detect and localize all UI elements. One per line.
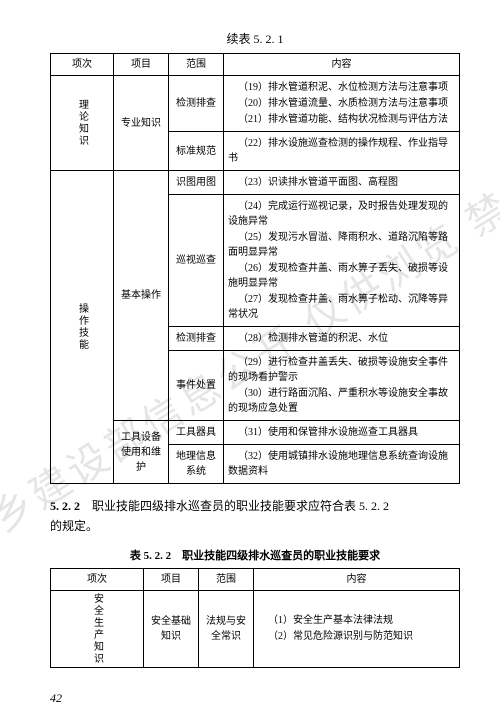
hdr-item: 项目: [144, 568, 199, 590]
sub-tools: 工具设备使用和维护: [114, 421, 169, 484]
hdr-axis: 项次: [51, 568, 144, 590]
hdr-scope: 范围: [199, 568, 254, 590]
item: （31）使用和保管排水设施巡查工具器具: [228, 425, 455, 440]
item: （30）进行路面沉陷、严重积水等设施安全事故的现场应急处置: [228, 386, 455, 416]
table-row: 操作技能 基本操作 识图用图 （23）识读排水管道平面图、高程图: [51, 171, 460, 195]
table-5-2-2: 项次 项目 范围 内容 安全生产知识 安全基础知识 法规与安全常识 （1）安全生…: [50, 568, 460, 668]
item: （27）发现检查井盖、雨水箅子松动、沉降等异常状况: [228, 292, 455, 322]
item: （19）排水管道积泥、水位检测方法与注意事项: [228, 80, 455, 95]
content-cell: （23）识读排水管道平面图、高程图: [224, 171, 460, 195]
continuation-title: 续表 5. 2. 1: [50, 30, 460, 47]
item: （22）排水设施巡查检测的操作规程、作业指导书: [228, 136, 455, 166]
page-number: 42: [50, 691, 62, 706]
scope-cell: 巡视巡查: [169, 195, 224, 327]
hdr-scope: 范围: [169, 54, 224, 76]
table-row: 安全生产知识 安全基础知识 法规与安全常识 （1）安全生产基本法律法规 （2）常…: [51, 590, 460, 667]
scope-cell: 检测排查: [169, 327, 224, 351]
sub-safety-basic: 安全基础知识: [144, 590, 199, 667]
hdr-axis: 项次: [51, 54, 114, 76]
item: （25）发现污水冒溢、降雨积水、道路沉陷等路面明显异常: [228, 230, 455, 260]
sub-basic-op: 基本操作: [114, 171, 169, 421]
item: （23）识读排水管道平面图、高程图: [228, 175, 455, 190]
content-cell: （19）排水管道积泥、水位检测方法与注意事项 （20）排水管道流量、水质检测方法…: [224, 76, 460, 132]
content-cell: （29）进行检查井盖丢失、破损等设施安全事件的现场看护警示 （30）进行路面沉陷…: [224, 351, 460, 421]
scope-cell: 工具器具: [169, 421, 224, 445]
scope-cell: 识图用图: [169, 171, 224, 195]
scope-cell: 标准规范: [169, 132, 224, 171]
scope-cell: 法规与安全常识: [199, 590, 254, 667]
item: （21）排水管道功能、结构状况检测与评估方法: [228, 112, 455, 127]
content-cell: （28）检测排水管道的积泥、水位: [224, 327, 460, 351]
axis-theory: 理论知识: [51, 76, 114, 171]
table-5-2-2-title: 表 5. 2. 2 职业技能四级排水巡查员的职业技能要求: [50, 547, 460, 563]
item: （28）检测排水管道的积泥、水位: [228, 331, 455, 346]
section-number: 5. 2. 2: [50, 499, 80, 513]
hdr-item: 项目: [114, 54, 169, 76]
table-header-row: 项次 项目 范围 内容: [51, 54, 460, 76]
scope-cell: 地理信息系统: [169, 445, 224, 484]
hdr-content: 内容: [224, 54, 460, 76]
table-5-2-1: 项次 项目 范围 内容 理论知识 专业知识 检测排查 （19）排水管道积泥、水位…: [50, 53, 460, 484]
item: （24）完成运行巡视记录，及时报告处理发现的设施异常: [228, 199, 455, 229]
section-body-a: 职业技能四级排水巡查员的职业技能要求应符合表 5. 2. 2: [92, 499, 389, 513]
axis-safety: 安全生产知识: [51, 590, 144, 667]
item: （20）排水管道流量、水质检测方法与注意事项: [228, 96, 455, 111]
item: （32）使用城镇排水设施地理信息系统查询设施数据资料: [228, 449, 455, 479]
section-body-b: 的规定。: [50, 519, 98, 533]
table-row: 理论知识 专业知识 检测排查 （19）排水管道积泥、水位检测方法与注意事项 （2…: [51, 76, 460, 132]
scope-cell: 事件处置: [169, 351, 224, 421]
content-cell: （1）安全生产基本法律法规 （2）常见危险源识别与防范知识: [254, 590, 460, 667]
document-page: 续表 5. 2. 1 项次 项目 范围 内容 理论知识 专业知识 检测排查 （1…: [0, 0, 500, 688]
table-header-row: 项次 项目 范围 内容: [51, 568, 460, 590]
content-cell: （32）使用城镇排水设施地理信息系统查询设施数据资料: [224, 445, 460, 484]
axis-skill: 操作技能: [51, 171, 114, 484]
content-cell: （31）使用和保管排水设施巡查工具器具: [224, 421, 460, 445]
item: （1）安全生产基本法律法规: [258, 613, 455, 628]
content-cell: （24）完成运行巡视记录，及时报告处理发现的设施异常 （25）发现污水冒溢、降雨…: [224, 195, 460, 327]
sub-pro-knowledge: 专业知识: [114, 76, 169, 171]
content-cell: （22）排水设施巡查检测的操作规程、作业指导书: [224, 132, 460, 171]
section-5-2-2: 5. 2. 2 职业技能四级排水巡查员的职业技能要求应符合表 5. 2. 2 的…: [50, 496, 460, 537]
scope-cell: 检测排查: [169, 76, 224, 132]
item: （2）常见危险源识别与防范知识: [258, 629, 455, 644]
item: （29）进行检查井盖丢失、破损等设施安全事件的现场看护警示: [228, 355, 455, 385]
item: （26）发现检查井盖、雨水箅子丢失、破损等设施明显异常: [228, 261, 455, 291]
hdr-content: 内容: [254, 568, 460, 590]
